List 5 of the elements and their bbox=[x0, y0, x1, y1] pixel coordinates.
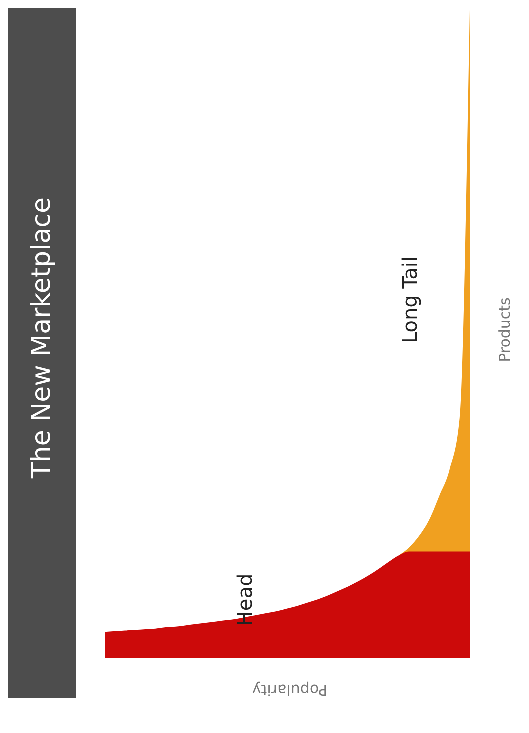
x-axis-title: Popularity bbox=[252, 681, 328, 699]
text: The New Marketplace bbox=[27, 198, 57, 478]
text: Long Tail bbox=[398, 256, 422, 344]
text: Head bbox=[233, 574, 257, 626]
y-axis-title: Products bbox=[496, 298, 514, 362]
